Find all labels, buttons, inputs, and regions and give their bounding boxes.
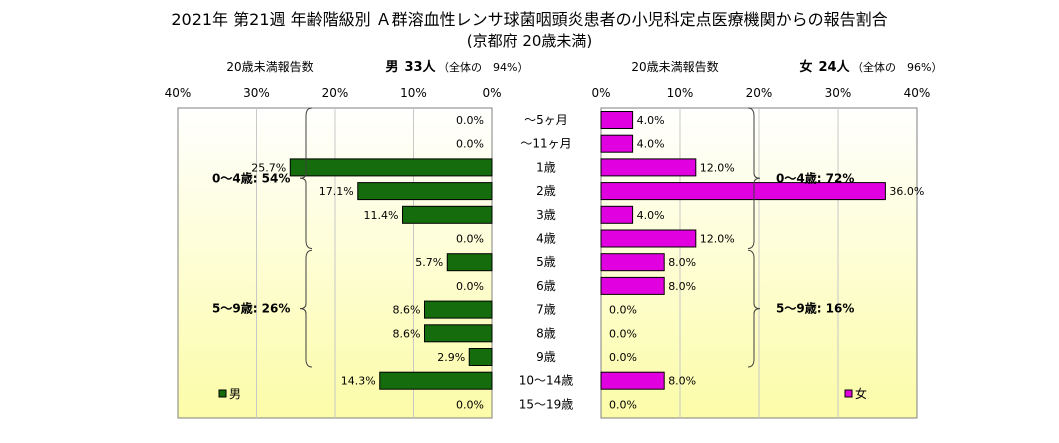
male-legend-swatch [218, 389, 227, 398]
female-tick-label: 40% [904, 86, 931, 100]
female-bar [600, 182, 886, 201]
male-data-label: 0.0% [456, 138, 484, 151]
male-tick-label: 20% [322, 86, 349, 100]
male-tick-label: 40% [165, 86, 192, 100]
male-data-label: 8.6% [393, 327, 421, 340]
male-data-label: 5.7% [415, 256, 443, 269]
male-sex-label: 男 [385, 60, 398, 75]
age-category-label: 10～14歳 [519, 374, 574, 388]
age-category-label: 2歳 [536, 184, 556, 198]
female-data-label: 8.0% [668, 375, 696, 388]
male-count-label: 33人 [404, 59, 436, 75]
female-tick-label: 0% [591, 86, 610, 100]
female-panel-title: 20歳未満報告数 [631, 59, 718, 74]
female-tick-label: 10% [667, 86, 694, 100]
age-category-label: 4歳 [536, 232, 556, 246]
male-group-brace [299, 107, 313, 249]
age-category-label: 3歳 [536, 208, 556, 222]
age-category-label: 9歳 [536, 350, 556, 364]
male-data-label: 0.0% [456, 233, 484, 246]
male-bar [402, 205, 493, 224]
age-category-label: 7歳 [536, 303, 556, 317]
age-category-label: 6歳 [536, 279, 556, 293]
male-legend-label: 男 [229, 387, 241, 401]
male-bar [468, 348, 493, 366]
male-tick-label: 0% [482, 86, 501, 100]
female-legend-label: 女 [855, 386, 867, 401]
female-data-label: 8.0% [668, 256, 696, 269]
female-group-brace [747, 107, 761, 249]
female-data-label: 36.0% [889, 185, 924, 198]
female-data-label: 12.0% [700, 161, 735, 174]
male-bar [357, 182, 493, 201]
female-count-label: 24人 [818, 59, 850, 75]
age-category-label: ～11ヶ月 [520, 137, 571, 151]
male-data-label: 17.1% [319, 185, 354, 198]
female-bar [600, 134, 634, 153]
male-data-label: 2.9% [437, 351, 465, 364]
female-data-label: 0.0% [609, 398, 637, 411]
male-group-label: 0～4歳: 54% [212, 170, 290, 185]
male-bar [423, 300, 493, 319]
age-category-label: 1歳 [536, 160, 556, 174]
male-bar [423, 324, 493, 343]
age-category-label: 5歳 [536, 255, 556, 269]
female-data-label: 4.0% [637, 138, 665, 151]
female-data-label: 12.0% [700, 233, 735, 246]
male-tick-label: 30% [243, 86, 270, 100]
female-legend-swatch [844, 389, 853, 398]
female-bar [600, 253, 665, 272]
female-data-label: 8.0% [668, 280, 696, 293]
female-sex-label: 女 [799, 59, 812, 75]
male-data-label: 25.7% [251, 161, 286, 174]
female-bar [600, 276, 665, 295]
male-tick-label: 10% [400, 86, 427, 100]
age-category-label: 15～19歳 [519, 397, 574, 411]
female-data-label: 0.0% [609, 327, 637, 340]
female-group-label: 0～4歳: 72% [776, 170, 854, 185]
male-bar [289, 158, 493, 177]
female-tick-label: 30% [825, 86, 852, 100]
male-group-brace [299, 249, 313, 368]
male-share-label: （全体の 94%） [438, 60, 528, 74]
female-group-label: 5～9歳: 16% [776, 301, 854, 316]
female-data-label: 0.0% [609, 351, 637, 364]
female-bar [600, 371, 665, 390]
male-data-label: 0.0% [456, 280, 484, 293]
male-data-label: 11.4% [364, 209, 399, 222]
male-data-label: 0.0% [456, 398, 484, 411]
female-bar [600, 158, 697, 177]
chart-subtitle: (京都府 20歳未満) [466, 32, 593, 50]
male-panel-title: 20歳未満報告数 [226, 59, 313, 74]
chart-title: 2021年 第21週 年齢階級別 Ａ群溶血性レンサ球菌咽頭炎患者の小児科定点医療… [171, 10, 888, 29]
male-group-label: 5～9歳: 26% [212, 301, 290, 316]
male-bar [379, 371, 493, 390]
female-bar [600, 229, 697, 248]
age-category-label: ～5ヶ月 [524, 113, 568, 127]
female-data-label: 4.0% [637, 209, 665, 222]
female-data-label: 0.0% [609, 304, 637, 317]
female-group-brace [747, 249, 761, 368]
male-data-label: 8.6% [393, 304, 421, 317]
male-data-label: 14.3% [341, 375, 376, 388]
age-category-label: 8歳 [536, 326, 556, 340]
female-tick-label: 20% [746, 86, 773, 100]
female-share-label: （全体の 96%） [852, 60, 942, 74]
female-bar [600, 205, 634, 224]
female-bar [600, 111, 634, 129]
female-data-label: 4.0% [637, 114, 665, 127]
male-data-label: 0.0% [456, 114, 484, 127]
male-bar [446, 253, 493, 272]
